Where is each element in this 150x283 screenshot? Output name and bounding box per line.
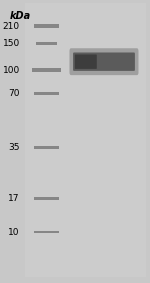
FancyBboxPatch shape [34,231,59,233]
Text: 210: 210 [3,22,20,31]
Text: 100: 100 [3,66,20,75]
Text: 35: 35 [8,143,20,152]
FancyBboxPatch shape [73,53,135,71]
FancyBboxPatch shape [75,54,97,69]
FancyBboxPatch shape [36,42,57,45]
Text: 10: 10 [8,228,20,237]
FancyBboxPatch shape [34,92,59,95]
Text: kDa: kDa [10,11,31,21]
FancyBboxPatch shape [34,146,59,149]
Text: 150: 150 [3,39,20,48]
Text: 70: 70 [8,89,20,98]
FancyBboxPatch shape [34,197,59,200]
FancyBboxPatch shape [25,3,146,277]
Text: 17: 17 [8,194,20,203]
FancyBboxPatch shape [32,68,61,72]
FancyBboxPatch shape [69,48,138,75]
FancyBboxPatch shape [34,24,59,28]
